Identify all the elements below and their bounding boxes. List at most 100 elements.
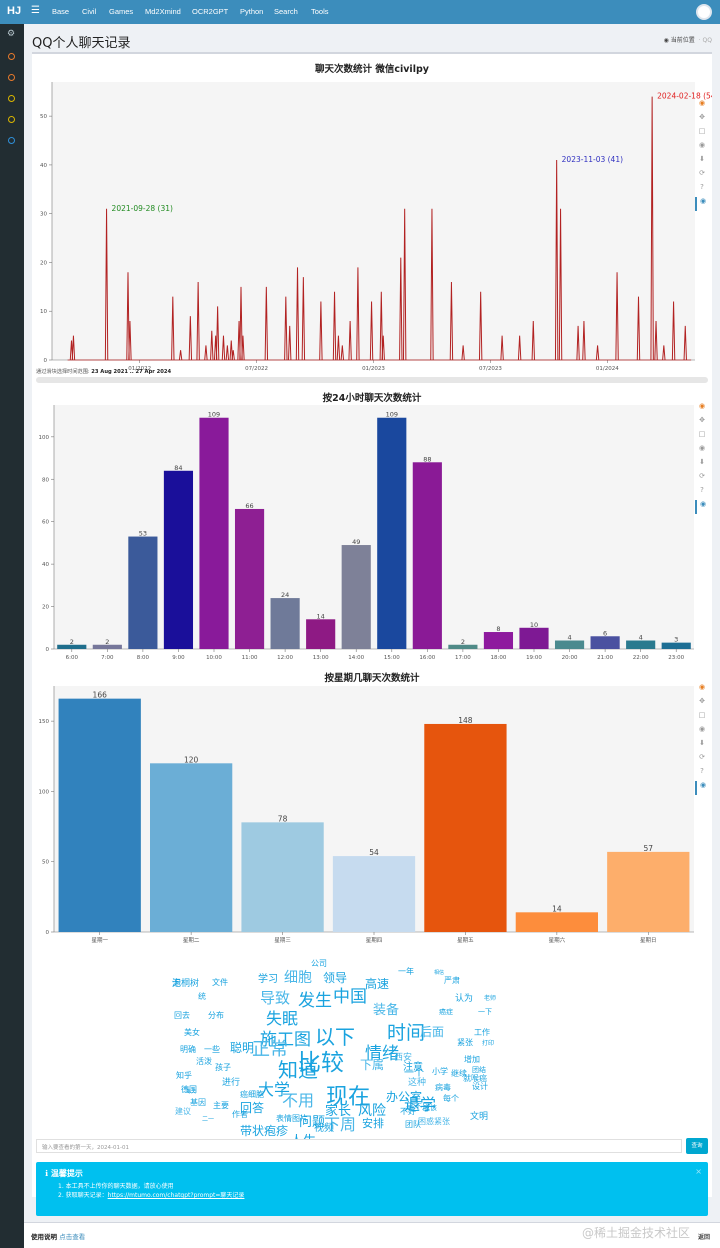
plot-background xyxy=(54,405,694,649)
bar-value-label: 6 xyxy=(603,629,607,637)
series-spike xyxy=(204,345,208,361)
help-icon[interactable]: ? xyxy=(700,767,704,775)
home-icon: ◉ xyxy=(663,37,671,44)
breadcrumb: ◉ 当前位置 · QQ xyxy=(664,35,712,44)
nav-search[interactable]: Search xyxy=(274,7,298,16)
date-search-input[interactable]: 输入要查看的第一天，2024-01-01 xyxy=(36,1139,682,1153)
nav-games[interactable]: Games xyxy=(109,7,134,16)
box-zoom-icon[interactable]: □ xyxy=(698,711,706,719)
hover-icon[interactable]: ◉ xyxy=(695,197,709,211)
y-tick-label: 0 xyxy=(46,930,50,936)
series-spike xyxy=(461,345,465,361)
x-tick-label: 18:00 xyxy=(491,655,507,661)
nav-tools[interactable]: Tools xyxy=(311,7,329,16)
help-icon[interactable]: ? xyxy=(700,183,704,191)
bar-value-label: 3 xyxy=(674,636,678,644)
nav-civil[interactable]: Civil xyxy=(82,7,97,16)
box-zoom-icon[interactable]: □ xyxy=(698,127,706,135)
alert-item: 2. 获取聊天记录：https://mtumo.com/chatgpt?prom… xyxy=(58,1190,244,1199)
weekday-bar-chart[interactable]: 0 50 100 150 166 星期一 120 星期二 78 星期三 54 星期四 148 星期五 14 星… xyxy=(32,682,712,944)
save-icon[interactable]: ⬇ xyxy=(699,458,705,466)
date-range-slider[interactable] xyxy=(36,377,708,383)
bokeh-logo-icon[interactable]: ◉ xyxy=(698,99,706,107)
footer-link[interactable]: 点击查看 xyxy=(59,1233,86,1241)
hourly-bar-chart[interactable]: 02040608010026:0027:00538:00849:0010910:… xyxy=(32,401,712,661)
wordcloud-word: 这种 xyxy=(408,1078,427,1088)
wordcloud-word: 失眠 xyxy=(266,1009,299,1028)
pan-icon[interactable]: ✥ xyxy=(699,416,705,424)
series-spike xyxy=(336,335,341,361)
bar xyxy=(607,851,690,932)
sidebar-circle-icon[interactable] xyxy=(8,137,15,144)
info-icon: ℹ xyxy=(45,1169,51,1178)
series-spike xyxy=(71,335,76,361)
bar xyxy=(412,462,442,649)
bar xyxy=(519,627,549,649)
series-spike xyxy=(284,296,288,361)
query-button[interactable]: 查询 xyxy=(686,1138,708,1154)
pan-icon[interactable]: ✥ xyxy=(699,113,705,121)
pan-icon[interactable]: ✥ xyxy=(699,697,705,705)
save-icon[interactable]: ⬇ xyxy=(699,155,705,163)
series-spike xyxy=(332,291,337,361)
sidebar-circle-icon[interactable] xyxy=(8,53,15,60)
brand-logo[interactable]: HJ xyxy=(7,5,22,17)
wordcloud-word: 增加 xyxy=(464,1055,480,1064)
series-spike xyxy=(654,320,658,361)
series-spike xyxy=(402,208,407,361)
wordcloud-word: 视频 xyxy=(314,1123,334,1134)
hover-icon[interactable]: ◉ xyxy=(695,781,709,795)
bar-value-label: 24 xyxy=(281,591,289,599)
x-tick-label: 01/2023 xyxy=(362,366,385,372)
wordcloud-word: 一年 xyxy=(398,967,414,976)
wordcloud-word: 西安 xyxy=(394,1053,413,1063)
sidebar-circle-icon[interactable] xyxy=(8,116,15,123)
daily-chat-line-chart[interactable]: 0 10 20 30 40 50 01/2022 07/2022 01/2023 07/2023 0… xyxy=(32,72,712,372)
reset-icon[interactable]: ⟳ xyxy=(699,169,705,177)
bar-value-label: 4 xyxy=(567,634,571,642)
breadcrumb-current[interactable]: 当前位置 xyxy=(670,37,695,44)
wordcloud-word: 注意 xyxy=(403,1062,423,1073)
box-zoom-icon[interactable]: □ xyxy=(698,430,706,438)
nav-base[interactable]: Base xyxy=(52,7,70,16)
hamburger-menu-icon[interactable]: ☰ xyxy=(31,5,40,16)
wordcloud-word: 应该 xyxy=(423,1104,437,1112)
sidebar-circle-icon[interactable] xyxy=(8,74,15,81)
nav-md2xmind[interactable]: Md2Xmind xyxy=(145,7,181,16)
nav-ocr2gpt[interactable]: OCR2GPT xyxy=(192,7,229,16)
wordcloud-word: 打印 xyxy=(482,1040,495,1047)
wheel-zoom-icon[interactable]: ◉ xyxy=(698,141,706,149)
x-tick-label: 星期日 xyxy=(640,937,657,944)
wheel-zoom-icon[interactable]: ◉ xyxy=(698,725,706,733)
wordcloud-word: 活泼 xyxy=(196,1057,212,1066)
gear-icon[interactable]: ⚙ xyxy=(7,29,16,39)
wordcloud-word: 德国 xyxy=(181,1085,197,1094)
wordcloud-word: 以下 xyxy=(315,1025,355,1049)
wordcloud-word: 主要 xyxy=(213,1101,229,1110)
bokeh-logo-icon[interactable]: ◉ xyxy=(698,402,706,410)
bar xyxy=(515,912,598,932)
save-icon[interactable]: ⬇ xyxy=(699,739,705,747)
wordcloud-word: 文件 xyxy=(212,978,228,987)
hover-icon[interactable]: ◉ xyxy=(695,500,709,514)
reset-icon[interactable]: ⟳ xyxy=(699,753,705,761)
bar-value-label: 57 xyxy=(644,844,654,853)
footer: 使用说明 点击查看 返回 xyxy=(24,1222,720,1248)
bar-value-label: 2 xyxy=(461,638,465,646)
close-icon[interactable]: × xyxy=(695,1167,702,1176)
sidebar-circle-icon[interactable] xyxy=(8,95,15,102)
alert-link[interactable]: https://mtumo.com/chatgpt?prompt=聊天记录 xyxy=(107,1192,245,1199)
alert-title: ℹ 温馨提示 xyxy=(45,1168,83,1179)
bokeh-logo-icon[interactable]: ◉ xyxy=(698,683,706,691)
footer-right[interactable]: 返回 xyxy=(697,1234,710,1241)
user-avatar[interactable] xyxy=(696,4,712,20)
wheel-zoom-icon[interactable]: ◉ xyxy=(698,444,706,452)
bar-value-label: 84 xyxy=(174,464,182,472)
wordcloud-word: 细胞 xyxy=(284,970,312,986)
main-content: QQ个人聊天记录 ◉ 当前位置 · QQ 聊天次数统计 微信civilpy 0 10… xyxy=(24,24,720,1248)
y-tick-label: 30 xyxy=(40,212,47,218)
help-icon[interactable]: ? xyxy=(700,486,704,494)
nav-python[interactable]: Python xyxy=(240,7,264,16)
reset-icon[interactable]: ⟳ xyxy=(699,472,705,480)
series-spike xyxy=(554,160,559,361)
